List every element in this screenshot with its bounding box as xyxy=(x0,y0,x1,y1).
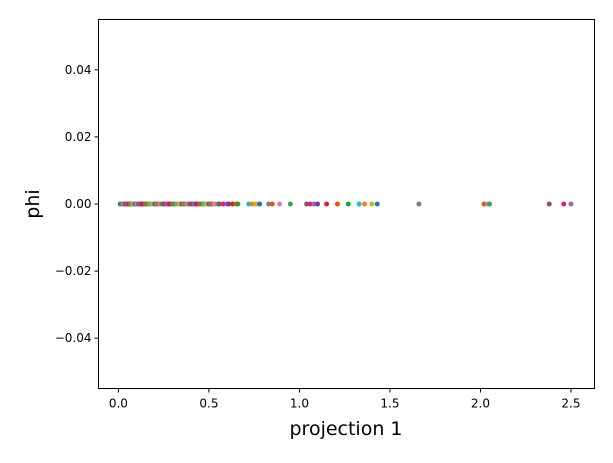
x-tick-label: 1.0 xyxy=(290,397,309,411)
data-point xyxy=(277,201,283,207)
data-point xyxy=(304,201,310,207)
data-point xyxy=(253,201,259,207)
data-point xyxy=(229,201,235,207)
axis-ticks: 0.0 0.5 1.0 1.5 2.0 2.5 0.04 0.02 0.00 −0.02 −0.04 xyxy=(55,63,581,411)
plot-frame xyxy=(98,19,595,389)
data-point xyxy=(481,201,487,207)
data-point xyxy=(257,201,263,207)
data-point xyxy=(374,201,380,207)
data-point xyxy=(246,201,252,207)
data-point xyxy=(235,201,241,207)
y-axis-label: phi xyxy=(22,189,44,218)
data-point xyxy=(362,201,368,207)
data-point xyxy=(311,201,317,207)
x-tick-label: 2.0 xyxy=(471,397,490,411)
data-point xyxy=(345,201,351,207)
data-point xyxy=(217,201,223,207)
data-point xyxy=(356,201,362,207)
data-point xyxy=(568,201,574,207)
data-point xyxy=(487,201,493,207)
data-point xyxy=(211,201,217,207)
data-point xyxy=(315,201,321,207)
data-point xyxy=(249,201,255,207)
data-point xyxy=(226,201,232,207)
y-tick-label: 0.00 xyxy=(65,197,92,211)
data-point xyxy=(269,201,275,207)
data-point xyxy=(416,201,422,207)
data-point xyxy=(266,201,272,207)
x-tick-label: 1.5 xyxy=(380,397,399,411)
y-tick-label: −0.04 xyxy=(55,331,92,345)
data-point xyxy=(220,201,226,207)
data-point xyxy=(307,201,313,207)
x-tick-label: 0.5 xyxy=(199,397,218,411)
x-tick-label: 2.5 xyxy=(561,397,580,411)
data-point xyxy=(546,201,552,207)
data-point xyxy=(287,201,293,207)
y-tick-label: 0.02 xyxy=(65,130,92,144)
data-point xyxy=(334,201,340,207)
data-point xyxy=(324,201,330,207)
x-axis-label: projection 1 xyxy=(289,418,402,440)
data-point xyxy=(561,201,567,207)
y-tick-label: −0.02 xyxy=(55,264,92,278)
y-tick-label: 0.04 xyxy=(65,63,92,77)
x-tick-label: 0.0 xyxy=(109,397,128,411)
data-point xyxy=(369,201,375,207)
data-points xyxy=(117,201,574,207)
